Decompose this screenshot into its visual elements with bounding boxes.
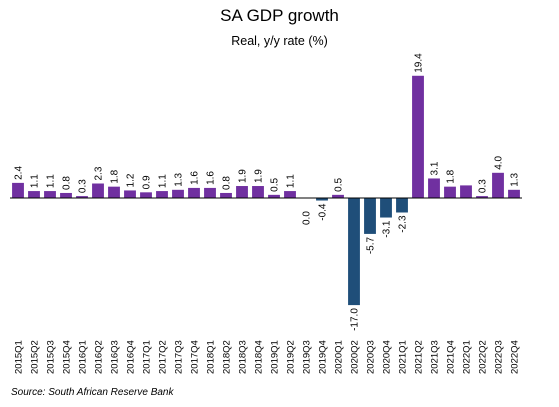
tick-label-2017Q2: 2017Q2 bbox=[158, 340, 169, 374]
bar-2021Q1 bbox=[396, 198, 408, 213]
bar-2020Q3 bbox=[364, 198, 376, 234]
tick-label-2022Q2: 2022Q2 bbox=[478, 340, 489, 374]
tick-label-2020Q2: 2020Q2 bbox=[350, 340, 361, 374]
tick-label-2018Q2: 2018Q2 bbox=[222, 340, 233, 374]
tick-label-2022Q3: 2022Q3 bbox=[494, 340, 505, 374]
bar-2022Q2 bbox=[476, 196, 488, 198]
data-label-2019Q3: 0.0 bbox=[302, 211, 313, 225]
bar-2017Q1 bbox=[140, 192, 152, 198]
tick-label-2018Q3: 2018Q3 bbox=[238, 340, 249, 374]
bar-2020Q2 bbox=[348, 198, 360, 306]
data-label-2015Q2: 1.1 bbox=[30, 174, 41, 188]
bar-2019Q1 bbox=[268, 194, 280, 198]
bar-2019Q4 bbox=[316, 198, 328, 201]
data-label-2022Q3: 4.0 bbox=[494, 155, 505, 169]
data-label-2021Q4: 1.8 bbox=[446, 169, 457, 183]
bar-2022Q4 bbox=[508, 189, 520, 198]
bar-2016Q1 bbox=[76, 196, 88, 198]
bar-2018Q2 bbox=[220, 192, 232, 198]
data-label-2017Q4: 1.6 bbox=[190, 171, 201, 185]
tick-label-2020Q1: 2020Q1 bbox=[334, 340, 345, 374]
data-label-2019Q4: -0.4 bbox=[318, 203, 329, 221]
tick-label-2016Q4: 2016Q4 bbox=[126, 340, 137, 374]
tick-label-2021Q1: 2021Q1 bbox=[398, 340, 409, 374]
data-label-2020Q1: 0.5 bbox=[334, 178, 345, 192]
bar-2018Q3 bbox=[236, 186, 248, 198]
data-label-2022Q4: 1.3 bbox=[510, 172, 521, 186]
tick-label-2022Q4: 2022Q4 bbox=[510, 340, 521, 374]
bar-2015Q1 bbox=[12, 182, 24, 198]
data-label-2016Q4: 1.2 bbox=[126, 173, 137, 187]
bar-2016Q4 bbox=[124, 190, 136, 198]
tick-label-2021Q2: 2021Q2 bbox=[414, 340, 425, 374]
tick-label-2015Q4: 2015Q4 bbox=[62, 340, 73, 374]
bar-2018Q1 bbox=[204, 187, 216, 198]
chart-title: SA GDP growth bbox=[220, 6, 339, 25]
bar-2021Q4 bbox=[444, 186, 456, 198]
data-label-2021Q2: 19.4 bbox=[414, 53, 425, 73]
tick-label-2019Q4: 2019Q4 bbox=[318, 340, 329, 374]
data-label-2015Q3: 1.1 bbox=[46, 174, 57, 188]
bar-2020Q1 bbox=[332, 194, 344, 198]
tick-label-2022Q1: 2022Q1 bbox=[462, 340, 473, 374]
chart-subtitle: Real, y/y rate (%) bbox=[231, 34, 328, 48]
bar-2016Q3 bbox=[108, 186, 120, 198]
tick-label-2015Q3: 2015Q3 bbox=[46, 340, 57, 374]
bar-2021Q2 bbox=[412, 75, 424, 198]
tick-label-2019Q3: 2019Q3 bbox=[302, 340, 313, 374]
tick-label-2016Q1: 2016Q1 bbox=[78, 340, 89, 374]
data-label-2019Q2: 1.1 bbox=[286, 174, 297, 188]
tick-label-2020Q4: 2020Q4 bbox=[382, 340, 393, 374]
tick-label-2015Q1: 2015Q1 bbox=[14, 340, 25, 374]
tick-label-2020Q3: 2020Q3 bbox=[366, 340, 377, 374]
data-label-2017Q1: 0.9 bbox=[142, 175, 153, 189]
tick-label-2018Q1: 2018Q1 bbox=[206, 340, 217, 374]
bar-2017Q4 bbox=[188, 187, 200, 198]
bar-2015Q3 bbox=[44, 191, 56, 198]
tick-label-2021Q3: 2021Q3 bbox=[430, 340, 441, 374]
bar-2015Q2 bbox=[28, 191, 40, 198]
data-label-2015Q1: 2.4 bbox=[14, 166, 25, 180]
bar-2022Q3 bbox=[492, 172, 504, 198]
data-label-2021Q3: 3.1 bbox=[430, 161, 441, 175]
bar-2015Q4 bbox=[60, 192, 72, 198]
data-label-2016Q1: 0.3 bbox=[78, 179, 89, 193]
tick-label-2017Q4: 2017Q4 bbox=[190, 340, 201, 374]
bar-2022Q1 bbox=[460, 185, 472, 198]
tick-label-2016Q2: 2016Q2 bbox=[94, 340, 105, 374]
data-label-2018Q1: 1.6 bbox=[206, 171, 217, 185]
data-label-2016Q3: 1.8 bbox=[110, 169, 121, 183]
data-label-2015Q4: 0.8 bbox=[62, 176, 73, 190]
bar-2019Q2 bbox=[284, 191, 296, 198]
bar-2018Q4 bbox=[252, 186, 264, 198]
data-label-2018Q3: 1.9 bbox=[238, 169, 249, 183]
data-label-2020Q4: -3.1 bbox=[382, 220, 393, 238]
tick-label-2017Q1: 2017Q1 bbox=[142, 340, 153, 374]
data-label-2018Q2: 0.8 bbox=[222, 176, 233, 190]
data-label-2022Q2: 0.3 bbox=[478, 179, 489, 193]
tick-label-2018Q4: 2018Q4 bbox=[254, 340, 265, 374]
data-label-2021Q1: -2.3 bbox=[398, 215, 409, 233]
tick-label-2019Q2: 2019Q2 bbox=[286, 340, 297, 374]
data-label-2020Q2: -17.0 bbox=[350, 308, 361, 331]
tick-label-2021Q4: 2021Q4 bbox=[446, 340, 457, 374]
bar-2021Q3 bbox=[428, 178, 440, 198]
bar-2017Q3 bbox=[172, 189, 184, 198]
data-label-2019Q1: 0.5 bbox=[270, 178, 281, 192]
source-note: Source: South African Reserve Bank bbox=[11, 387, 174, 398]
bar-2016Q2 bbox=[92, 183, 104, 198]
data-label-2017Q3: 1.3 bbox=[174, 172, 185, 186]
tick-label-2017Q3: 2017Q3 bbox=[174, 340, 185, 374]
data-label-2016Q2: 2.3 bbox=[94, 166, 105, 180]
tick-label-2016Q3: 2016Q3 bbox=[110, 340, 121, 374]
tick-label-2019Q1: 2019Q1 bbox=[270, 340, 281, 374]
bar-2017Q2 bbox=[156, 191, 168, 198]
data-label-2018Q4: 1.9 bbox=[254, 169, 265, 183]
tick-label-2015Q2: 2015Q2 bbox=[30, 340, 41, 374]
bar-2020Q4 bbox=[380, 198, 392, 218]
data-label-2017Q2: 1.1 bbox=[158, 174, 169, 188]
data-label-2020Q3: -5.7 bbox=[366, 236, 377, 254]
